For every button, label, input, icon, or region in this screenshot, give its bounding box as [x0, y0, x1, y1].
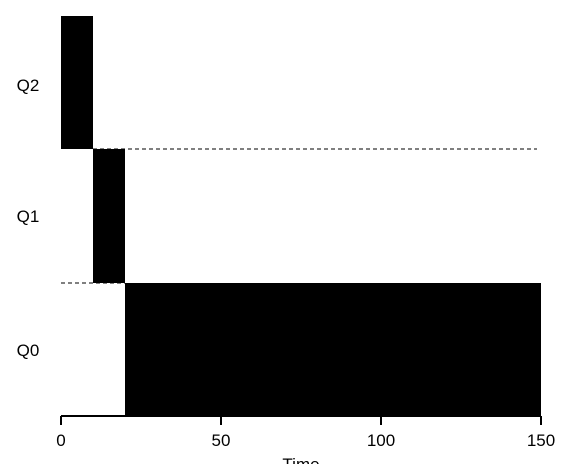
segment-q2-0-10 [61, 16, 93, 149]
x-tick-labels: 0 50 100 150 [56, 431, 555, 450]
x-tick-label-150: 150 [527, 431, 555, 450]
x-axis-title: Time [282, 455, 319, 464]
segment-q0-20-150 [125, 283, 541, 416]
job-segments [61, 16, 541, 416]
queue-label-q2: Q2 [17, 76, 40, 95]
queue-label-q0: Q0 [17, 341, 40, 360]
x-axis-ticks [60, 416, 542, 425]
queue-label-q1: Q1 [17, 207, 40, 226]
segment-q1-10-20 [93, 149, 125, 283]
queue-labels: Q2 Q1 Q0 [17, 76, 40, 360]
x-tick-label-100: 100 [367, 431, 395, 450]
queue-separators [61, 148, 537, 284]
x-tick-label-50: 50 [212, 431, 231, 450]
x-tick-label-0: 0 [56, 431, 65, 450]
